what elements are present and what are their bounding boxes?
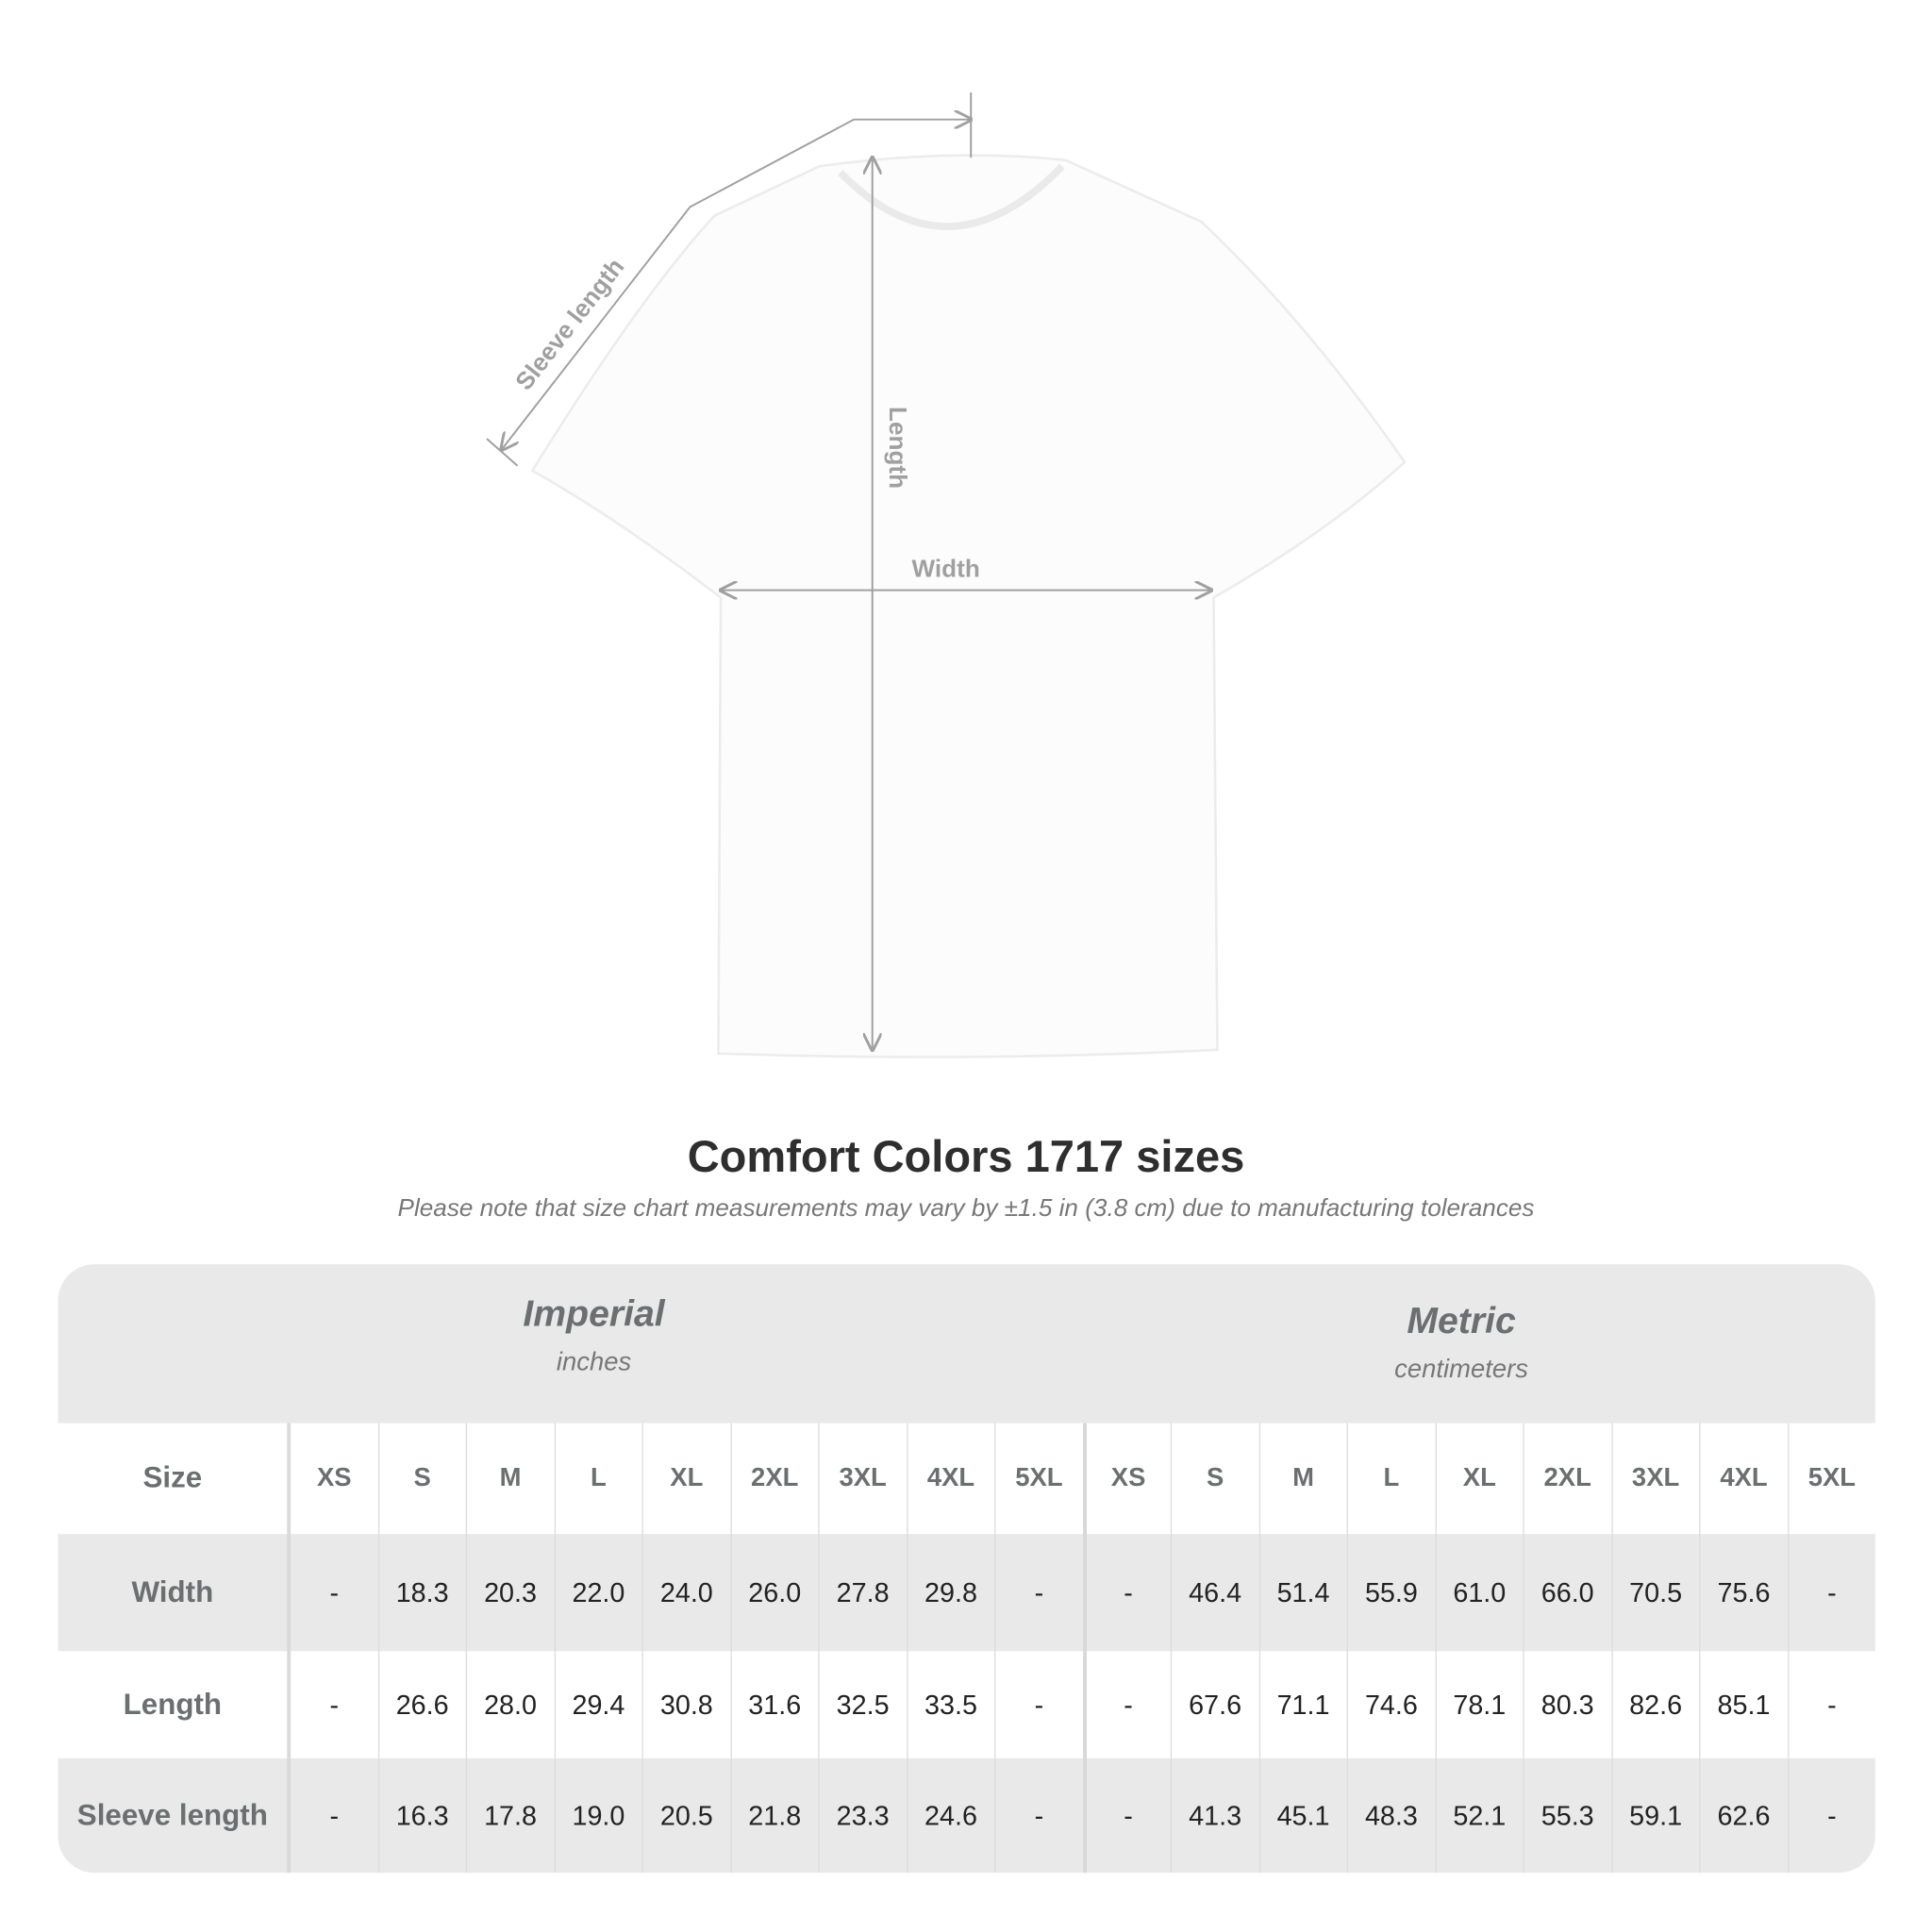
row-label: Size <box>58 1423 290 1535</box>
value-cell: - <box>1787 1534 1875 1652</box>
value-cell: 30.8 <box>641 1651 729 1758</box>
tolerance-note: Please note that size chart measurements… <box>397 1194 1535 1223</box>
value-cell: 31.6 <box>729 1651 818 1758</box>
value-cell: 70.5 <box>1610 1534 1699 1652</box>
value-cell: - <box>1787 1651 1875 1758</box>
size-header-cell: 3XL <box>1610 1423 1699 1535</box>
value-cell: - <box>994 1651 1082 1758</box>
size-header-cell: 3XL <box>818 1423 906 1535</box>
metric-header: Metric centimeters <box>1276 1301 1646 1385</box>
value-cell: 71.1 <box>1258 1651 1346 1758</box>
size-header-cell: 5XL <box>994 1423 1082 1535</box>
size-header-cell: 5XL <box>1787 1423 1875 1535</box>
value-cell: 20.5 <box>641 1757 729 1874</box>
value-cell: - <box>994 1757 1082 1874</box>
value-cell: 45.1 <box>1258 1757 1346 1874</box>
value-cell: - <box>994 1534 1082 1652</box>
value-cell: 22.0 <box>554 1534 641 1652</box>
value-cell: 26.0 <box>729 1534 818 1652</box>
value-cell: 74.6 <box>1346 1651 1435 1758</box>
width-label: Width <box>912 554 980 582</box>
value-cell: 18.3 <box>377 1534 465 1652</box>
size-header-cell: L <box>1346 1423 1435 1535</box>
value-cell: 51.4 <box>1258 1534 1346 1652</box>
sleeve-measure-line <box>502 120 972 450</box>
value-cell: 21.8 <box>729 1757 818 1874</box>
size-header-cell: M <box>1258 1423 1346 1535</box>
size-header-cell: 4XL <box>1699 1423 1787 1535</box>
imperial-header: Imperial inches <box>409 1293 779 1377</box>
value-cell: 80.3 <box>1523 1651 1610 1758</box>
value-cell: - <box>289 1651 377 1758</box>
value-cell: 33.5 <box>906 1651 994 1758</box>
table-row: Length -26.6 28.0 29.4 30.8 31.6 32.5 33.5- -67.… <box>58 1651 1875 1758</box>
value-cell: 19.0 <box>554 1757 641 1874</box>
value-cell: 75.6 <box>1699 1534 1787 1652</box>
value-cell: 27.8 <box>818 1534 906 1652</box>
value-cell: 26.6 <box>377 1651 465 1758</box>
chart-title: Comfort Colors 1717 sizes <box>687 1131 1245 1182</box>
size-header-row: Size XS S M L XL 2XL 3XL 4XL 5XL XS S M L XL 2XL 3XL 4XL 5… <box>58 1423 1875 1535</box>
size-header-cell: S <box>377 1423 465 1535</box>
value-cell: 62.6 <box>1699 1757 1787 1874</box>
value-cell: 82.6 <box>1610 1651 1699 1758</box>
value-cell: 16.3 <box>377 1757 465 1874</box>
value-cell: 59.1 <box>1610 1757 1699 1874</box>
value-cell: 28.0 <box>465 1651 554 1758</box>
metric-title: Metric <box>1407 1301 1516 1342</box>
value-cell: - <box>289 1534 377 1652</box>
value-cell: 55.9 <box>1346 1534 1435 1652</box>
imperial-unit: inches <box>556 1347 632 1376</box>
row-label: Sleeve length <box>58 1757 290 1874</box>
size-header-cell: XS <box>289 1423 377 1535</box>
value-cell: 67.6 <box>1170 1651 1258 1758</box>
value-cell: 61.0 <box>1434 1534 1523 1652</box>
value-cell: - <box>1082 1651 1170 1758</box>
value-cell: 52.1 <box>1434 1757 1523 1874</box>
value-cell: 55.3 <box>1523 1757 1610 1874</box>
value-cell: 41.3 <box>1170 1757 1258 1874</box>
metric-unit: centimeters <box>1394 1355 1528 1384</box>
size-header-cell: XL <box>1434 1423 1523 1535</box>
value-cell: 17.8 <box>465 1757 554 1874</box>
value-cell: 23.3 <box>818 1757 906 1874</box>
size-header-cell: XL <box>641 1423 729 1535</box>
size-header-cell: M <box>465 1423 554 1535</box>
size-header-cell: S <box>1170 1423 1258 1535</box>
system-header: Imperial inches Metric centimeters <box>58 1264 1875 1424</box>
size-table: Imperial inches Metric centimeters Size X… <box>58 1264 1875 1874</box>
value-cell: 24.0 <box>641 1534 729 1652</box>
value-cell: 85.1 <box>1699 1651 1787 1758</box>
value-cell: 46.4 <box>1170 1534 1258 1652</box>
value-cell: 48.3 <box>1346 1757 1435 1874</box>
value-cell: 29.4 <box>554 1651 641 1758</box>
table-row: Sleeve length -16.3 17.8 19.0 20.5 21.8 23.3 24… <box>58 1757 1875 1874</box>
length-label: Length <box>884 407 912 489</box>
row-label: Length <box>58 1651 290 1758</box>
value-cell: - <box>1787 1757 1875 1874</box>
size-header-cell: 2XL <box>729 1423 818 1535</box>
value-cell: 32.5 <box>818 1651 906 1758</box>
value-cell: 29.8 <box>906 1534 994 1652</box>
size-header-cell: 4XL <box>906 1423 994 1535</box>
value-cell: - <box>289 1757 377 1874</box>
row-label: Width <box>58 1534 290 1652</box>
value-cell: 24.6 <box>906 1757 994 1874</box>
table-row: Width -18.3 20.3 22.0 24.0 26.0 27.8 29.8- -46.4… <box>58 1534 1875 1652</box>
size-header-cell: L <box>554 1423 641 1535</box>
imperial-title: Imperial <box>523 1293 665 1335</box>
size-header-cell: 2XL <box>1523 1423 1610 1535</box>
size-header-cell: XS <box>1082 1423 1170 1535</box>
value-cell: 66.0 <box>1523 1534 1610 1652</box>
tshirt-shape <box>530 154 1407 1058</box>
value-cell: - <box>1082 1757 1170 1874</box>
value-cell: 78.1 <box>1434 1651 1523 1758</box>
value-cell: 20.3 <box>465 1534 554 1652</box>
tshirt-diagram: Sleeve length Length Width <box>486 92 1407 1058</box>
value-cell: - <box>1082 1534 1170 1652</box>
